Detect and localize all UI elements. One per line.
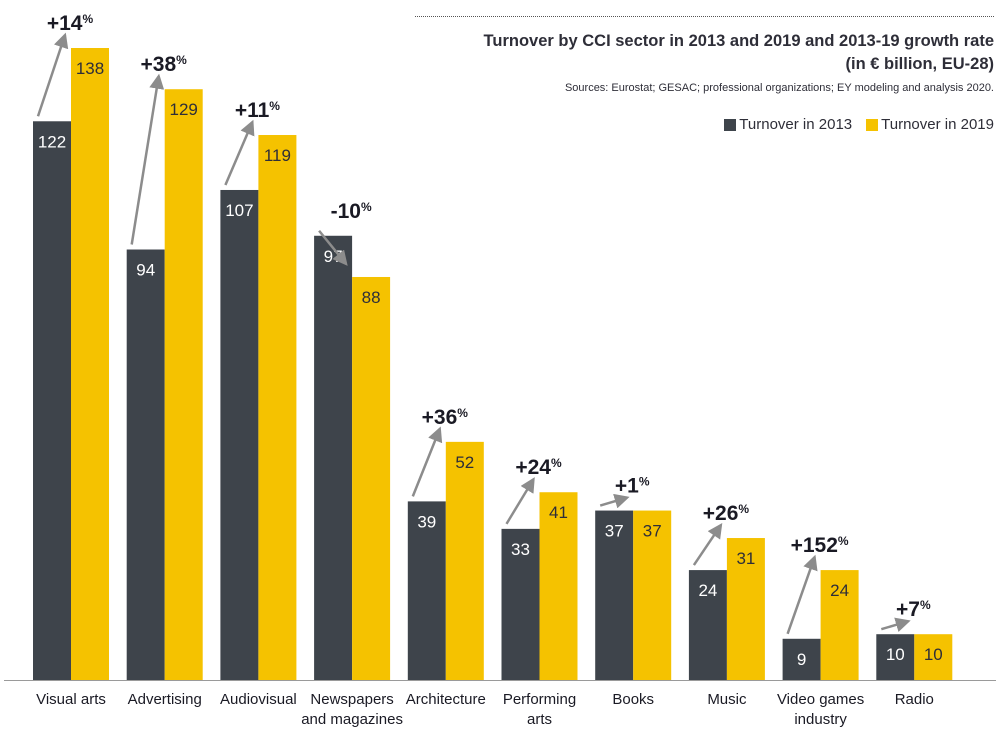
bar-2013 bbox=[782, 638, 821, 680]
growth-label: +1% bbox=[615, 475, 650, 498]
bar-2019 bbox=[352, 276, 391, 680]
data-label-2019: 37 bbox=[643, 522, 662, 541]
growth-label: -10% bbox=[331, 200, 372, 223]
growth-arrow bbox=[130, 73, 165, 245]
chart-title: Turnover by CCI sector in 2013 and 2019 … bbox=[483, 32, 994, 50]
data-label-2019: 41 bbox=[549, 503, 568, 522]
growth-unit: % bbox=[738, 502, 749, 516]
category-label: Newspapers bbox=[310, 691, 393, 708]
growth-unit: % bbox=[838, 534, 849, 548]
data-label-2013: 10 bbox=[886, 645, 905, 664]
growth-unit: % bbox=[269, 99, 280, 113]
bar-2013 bbox=[595, 510, 634, 680]
data-label-2013: 33 bbox=[511, 540, 530, 559]
header-divider bbox=[415, 16, 994, 17]
category-label: Video games bbox=[777, 691, 864, 708]
data-label-2019: 24 bbox=[830, 581, 849, 600]
growth-arrow bbox=[411, 426, 443, 497]
growth-unit: % bbox=[639, 475, 650, 489]
growth-unit: % bbox=[920, 598, 931, 612]
category-label: Music bbox=[707, 691, 747, 708]
bar-2019 bbox=[726, 538, 765, 680]
bar-2013 bbox=[501, 528, 540, 680]
growth-arrow bbox=[880, 617, 911, 632]
category-label: Architecture bbox=[406, 691, 486, 708]
bar-2019 bbox=[164, 89, 203, 680]
chart-legend: Turnover in 2013 Turnover in 2019 bbox=[724, 116, 994, 133]
data-label-2013: 94 bbox=[136, 261, 155, 280]
category-label: Performing bbox=[503, 691, 576, 708]
chart-subtitle: (in € billion, EU-28) bbox=[845, 55, 994, 73]
data-label-2019: 88 bbox=[362, 288, 381, 307]
growth-label: +14% bbox=[47, 12, 94, 35]
category-label: Books bbox=[612, 691, 654, 708]
bar-2019 bbox=[445, 441, 484, 680]
category-label: Visual arts bbox=[36, 691, 106, 708]
data-label-2013: 24 bbox=[698, 581, 717, 600]
legend-swatch-2013 bbox=[724, 118, 737, 131]
growth-arrow bbox=[505, 477, 535, 525]
growth-arrow bbox=[224, 119, 255, 186]
growth-label: +36% bbox=[422, 406, 469, 429]
bar-2013 bbox=[126, 249, 165, 680]
legend-swatch-2019 bbox=[866, 118, 879, 131]
data-label-2013: 37 bbox=[605, 522, 624, 541]
bar-2013 bbox=[314, 235, 353, 680]
growth-unit: % bbox=[551, 456, 562, 470]
bar-2019 bbox=[71, 48, 109, 680]
data-label-2013: 122 bbox=[38, 132, 66, 151]
growth-label: +11% bbox=[235, 99, 280, 122]
bar-2019 bbox=[539, 492, 578, 680]
data-label-2019: 31 bbox=[736, 549, 755, 568]
bar-2013 bbox=[876, 634, 915, 680]
growth-arrow bbox=[692, 522, 723, 566]
growth-label: +38% bbox=[141, 53, 188, 76]
legend-label-2013: Turnover in 2013 bbox=[739, 116, 853, 133]
data-label-2019: 129 bbox=[170, 100, 198, 119]
category-label: arts bbox=[527, 711, 552, 728]
category-label: and magazines bbox=[301, 711, 403, 728]
growth-unit: % bbox=[457, 406, 468, 420]
bar-2013 bbox=[407, 501, 446, 680]
bar-2013 bbox=[688, 570, 727, 680]
bar-2019 bbox=[914, 634, 953, 680]
data-label-2013: 9 bbox=[797, 650, 806, 669]
growth-label: +7% bbox=[896, 598, 931, 621]
bar-2019 bbox=[258, 135, 297, 680]
growth-label: +26% bbox=[703, 502, 750, 525]
growth-arrow bbox=[599, 493, 630, 509]
data-label-2019: 52 bbox=[455, 453, 474, 472]
data-label-2019: 10 bbox=[924, 645, 943, 664]
bar-2019 bbox=[820, 570, 859, 680]
growth-label: +152% bbox=[791, 534, 849, 557]
growth-unit: % bbox=[82, 12, 93, 26]
legend-label-2019: Turnover in 2019 bbox=[881, 116, 994, 133]
growth-unit: % bbox=[361, 200, 372, 214]
growth-unit: % bbox=[176, 53, 187, 67]
growth-label: +24% bbox=[515, 456, 562, 479]
growth-arrow bbox=[318, 229, 348, 266]
category-label: Audiovisual bbox=[220, 691, 297, 708]
bar-2013 bbox=[33, 121, 71, 680]
data-label-2013: 107 bbox=[225, 201, 253, 220]
data-label-2019: 138 bbox=[76, 59, 104, 78]
category-label: Advertising bbox=[128, 691, 202, 708]
growth-arrow bbox=[36, 32, 69, 117]
category-label: industry bbox=[794, 711, 847, 728]
bar-2019 bbox=[633, 510, 672, 680]
growth-arrow bbox=[786, 554, 818, 635]
data-label-2019: 119 bbox=[264, 146, 291, 165]
chart-source-note: Sources: Eurostat; GESAC; professional o… bbox=[564, 82, 994, 94]
legend-item-2019: Turnover in 2019 bbox=[866, 116, 994, 133]
category-label: Radio bbox=[895, 691, 934, 708]
legend-item-2013: Turnover in 2013 bbox=[724, 116, 852, 133]
bar-2013 bbox=[220, 189, 259, 680]
data-label-2013: 39 bbox=[417, 512, 436, 531]
